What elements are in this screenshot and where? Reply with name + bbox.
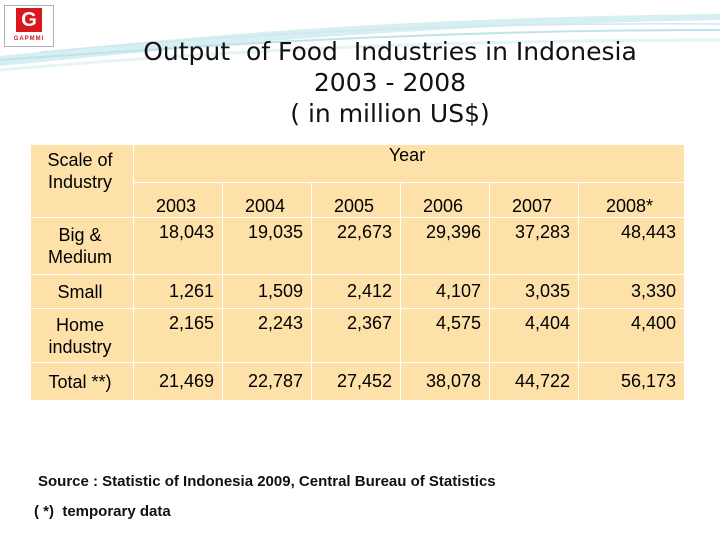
cell: 2,367 (311, 308, 401, 363)
slide-title: Output of Food Industries in Indonesia 2… (0, 36, 720, 129)
cell: 21,469 (133, 362, 223, 401)
cell: 19,035 (222, 217, 312, 275)
output-table: Scale of Industry Year 2003 2004 2005 20… (30, 144, 685, 401)
cell: 4,400 (578, 308, 685, 363)
table-row: Big & Medium 18,043 19,035 22,673 29,396… (30, 217, 685, 275)
cell: 1,261 (133, 274, 223, 309)
cell: 18,043 (133, 217, 223, 275)
source-note: Source : Statistic of Indonesia 2009, Ce… (38, 473, 496, 490)
year-header: Year (133, 144, 685, 183)
year-2008: 2008* (578, 182, 685, 218)
year-2006: 2006 (400, 182, 490, 218)
cell: 1,509 (222, 274, 312, 309)
cell: 22,673 (311, 217, 401, 275)
cell: 2,243 (222, 308, 312, 363)
table-row: Home industry 2,165 2,243 2,367 4,575 4,… (30, 308, 685, 363)
year-2004: 2004 (222, 182, 312, 218)
cell: 56,173 (578, 362, 685, 401)
title-line-3: ( in million US$) (290, 99, 490, 128)
years-row: 2003 2004 2005 2006 2007 2008* (31, 182, 685, 218)
title-line-2: 2003 - 2008 (313, 68, 467, 97)
cell: 38,078 (400, 362, 490, 401)
row-label-big-medium: Big & Medium (30, 217, 134, 275)
year-2003: 2003 (133, 182, 223, 218)
title-line-1: Output of Food Industries in Indonesia (143, 37, 637, 66)
cell: 3,330 (578, 274, 685, 309)
cell: 2,412 (311, 274, 401, 309)
company-logo: G GAPMMI (4, 5, 54, 47)
cell: 3,035 (489, 274, 579, 309)
cell: 4,404 (489, 308, 579, 363)
cell: 22,787 (222, 362, 312, 401)
table-row: Small 1,261 1,509 2,412 4,107 3,035 3,33… (30, 274, 685, 309)
header-swoosh-decoration (0, 14, 720, 72)
cell: 29,396 (400, 217, 490, 275)
table-row: Total **) 21,469 22,787 27,452 38,078 44… (30, 362, 685, 401)
row-label-small: Small (30, 274, 134, 309)
year-2007: 2007 (489, 182, 579, 218)
year-2005: 2005 (311, 182, 401, 218)
cell: 4,575 (400, 308, 490, 363)
cell: 27,452 (311, 362, 401, 401)
logo-mark: G (16, 8, 42, 32)
temporary-data-note: ( *) temporary data (34, 503, 171, 520)
row-label-home-industry: Home industry (30, 308, 134, 363)
cell: 44,722 (489, 362, 579, 401)
cell: 37,283 (489, 217, 579, 275)
cell: 4,107 (400, 274, 490, 309)
cell: 48,443 (578, 217, 685, 275)
cell: 2,165 (133, 308, 223, 363)
scale-of-industry-header: Scale of Industry (30, 144, 134, 218)
logo-subtext: GAPMMI (13, 36, 45, 42)
row-label-total: Total **) (30, 362, 134, 401)
header-row: Scale of Industry Year (30, 144, 685, 218)
